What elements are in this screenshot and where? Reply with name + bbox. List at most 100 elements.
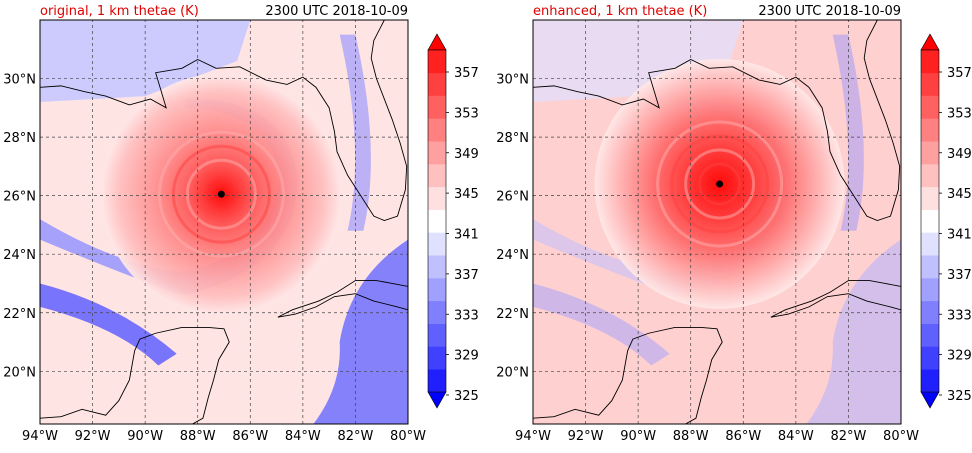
colorbar-segment: [921, 164, 939, 188]
lat-tick-label: 22°N: [496, 307, 529, 322]
lon-tick-label: 82°W: [337, 429, 373, 444]
colorbar-segment: [921, 72, 939, 96]
colorbar-segment: [921, 278, 939, 302]
colorbar-segment: [921, 118, 939, 142]
lon-tick-label: 88°W: [180, 429, 216, 444]
lat-tick-label: 20°N: [3, 365, 36, 380]
colorbar-segment: [428, 369, 446, 393]
colorbar-segment: [428, 278, 446, 302]
lon-tick-label: 94°W: [22, 429, 58, 444]
lat-tick-label: 28°N: [3, 131, 36, 146]
colorbar-extend-min: [920, 391, 940, 409]
colorbar-extend-min: [427, 391, 447, 409]
colorbar-segment: [921, 323, 939, 347]
storm-center-marker: [217, 190, 225, 198]
colorbar-segment: [921, 232, 939, 256]
cool-band-west: [533, 283, 670, 366]
panel-original: original, 1 km thetae (K) 2300 UTC 2018-…: [3, 4, 426, 444]
eyewall-ring: [656, 120, 784, 248]
colorbar-segment: [428, 95, 446, 119]
lat-tick-label: 20°N: [496, 365, 529, 380]
eyewall-ring: [670, 134, 770, 234]
colorbar-tick-label: 337: [454, 268, 479, 283]
map-field: [40, 20, 408, 424]
coastline-cuba-south: [770, 293, 901, 318]
eyewall-ring: [199, 172, 243, 216]
colorbar-segment: [428, 346, 446, 370]
colorbar-tick-label: 357: [454, 66, 479, 81]
colorbar-segment: [428, 209, 446, 233]
colorbar-tick-label: 329: [947, 349, 972, 364]
colorbar-tick-label: 341: [947, 228, 972, 243]
cool-ribbon-east: [339, 34, 371, 231]
coastline-yucatan: [40, 326, 230, 424]
coastline-cuba-north: [277, 280, 408, 318]
colorbar-segment: [428, 323, 446, 347]
panel-title-original: original, 1 km thetae (K): [40, 4, 199, 19]
colorbar-segment: [428, 72, 446, 96]
colorbar-segment: [921, 186, 939, 210]
lat-tick-label: 30°N: [3, 73, 36, 88]
coastline-cuba-north: [770, 280, 901, 318]
panel-timestamp-original: 2300 UTC 2018-10-09: [265, 4, 408, 19]
colorbar-segment: [921, 50, 939, 74]
gridlines: [40, 20, 408, 424]
lat-tick-label: 22°N: [3, 307, 36, 322]
lon-tick-label: 88°W: [673, 429, 709, 444]
cool-region-southeast: [313, 239, 408, 424]
lon-tick-label: 90°W: [620, 429, 656, 444]
colorbar-tick-label: 341: [454, 228, 479, 243]
colorbar-tick-label: 357: [947, 66, 972, 81]
colorbar-tick-label: 353: [947, 106, 972, 121]
colorbar-segment: [921, 346, 939, 370]
lon-tick-label: 86°W: [725, 429, 761, 444]
colorbar-tick-label: 333: [454, 308, 479, 323]
coastline-us-gulf: [533, 20, 901, 222]
lon-tick-label: 94°W: [515, 429, 551, 444]
panel-title-enhanced: enhanced, 1 km thetae (K): [533, 4, 707, 19]
lon-tick-label: 84°W: [778, 429, 814, 444]
colorbar-segment: [428, 50, 446, 74]
colorbar-segment: [921, 209, 939, 233]
colorbar-tick-label: 337: [947, 268, 972, 283]
cool-region-southeast: [806, 239, 901, 424]
coastline-us-gulf: [40, 20, 408, 222]
colorbar-segment: [921, 95, 939, 119]
lon-tick-label: 86°W: [232, 429, 268, 444]
lon-tick-label: 80°W: [883, 429, 919, 444]
storm-center-marker: [716, 180, 724, 188]
lon-tick-label: 84°W: [285, 429, 321, 444]
colorbar-extend-max: [427, 33, 447, 51]
colorbar-tick-label: 325: [947, 389, 972, 404]
lat-tick-label: 24°N: [496, 248, 529, 263]
lat-tick-label: 26°N: [3, 190, 36, 205]
colorbar-frame: [920, 49, 940, 393]
eyewall-ring: [185, 158, 257, 230]
lat-tick-label: 24°N: [3, 248, 36, 263]
panel-timestamp-enhanced: 2300 UTC 2018-10-09: [758, 4, 901, 19]
colorbar-segment: [921, 369, 939, 393]
colorbar-original: 357 353 349 345 341 337 333 329 325: [427, 33, 479, 409]
colorbar-extend-max: [920, 33, 940, 51]
colorbar-tick-label: 325: [454, 389, 479, 404]
eyewall-ring: [157, 130, 285, 258]
colorbar-tick-label: 345: [947, 187, 972, 202]
colorbar-segment: [428, 255, 446, 279]
colorbar-tick-label: 353: [454, 106, 479, 121]
colorbar-tick-label: 349: [947, 147, 972, 162]
colorbar-frame: [427, 49, 447, 393]
coastline-cuba-south: [277, 293, 408, 318]
colorbar-tick-label: 329: [454, 349, 479, 364]
map-frame: [39, 19, 409, 425]
eyewall-ring: [698, 162, 742, 206]
map-frame: [532, 19, 902, 425]
cool-band-west: [40, 283, 177, 366]
eyewall-ring: [684, 148, 756, 220]
colorbar-segment: [428, 118, 446, 142]
map-field: [533, 20, 901, 424]
colorbar-tick-label: 345: [454, 187, 479, 202]
colorbar-tick-label: 349: [454, 147, 479, 162]
coastline-yucatan: [533, 326, 723, 424]
colorbar-segment: [921, 141, 939, 165]
